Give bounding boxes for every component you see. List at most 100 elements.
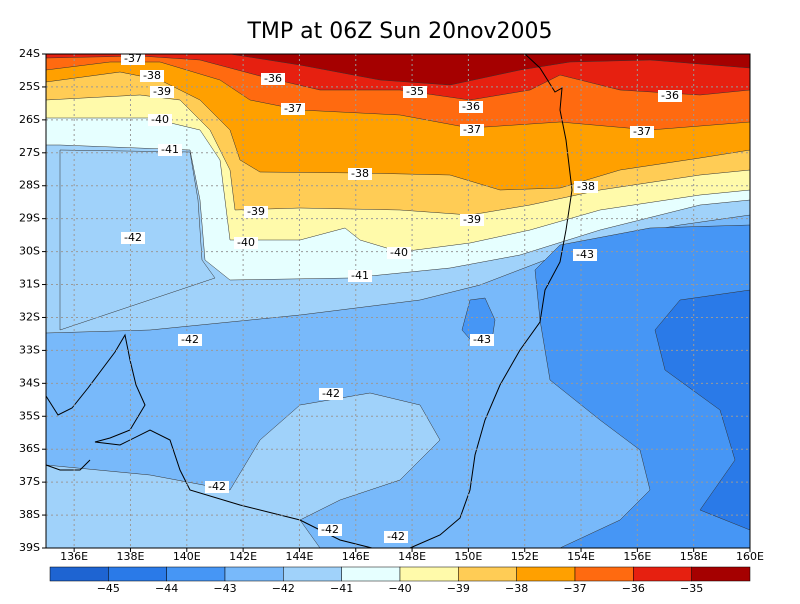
colorbar-box — [458, 566, 517, 582]
colorbar-label: −38 — [505, 582, 528, 595]
contour-label: -39 — [153, 85, 171, 98]
contour-label-bg — [319, 388, 343, 400]
y-tick-label: 24S — [19, 47, 40, 60]
contour-label: -43 — [576, 248, 594, 261]
colorbar-box — [633, 566, 692, 582]
colorbar-box — [516, 566, 576, 582]
colorbar-box — [691, 566, 751, 582]
contour-label: -37 — [463, 123, 481, 136]
contour-label: -43 — [473, 333, 491, 346]
contour-label-bg — [384, 531, 408, 543]
x-tick-label: 160E — [736, 550, 764, 563]
contour-label: -36 — [264, 72, 282, 85]
colorbar-label: −35 — [680, 582, 703, 595]
contour-label: -36 — [661, 89, 679, 102]
contour-label-bg — [348, 168, 372, 180]
colorbar-box — [108, 566, 167, 582]
contour-label-bg — [148, 114, 172, 126]
x-tick-label: 146E — [342, 550, 370, 563]
contour-label: -35 — [406, 85, 424, 98]
colorbar-box — [341, 566, 401, 582]
contour-label-bg — [630, 126, 654, 138]
contour-label: -37 — [124, 52, 142, 65]
colorbar-label: −41 — [330, 582, 353, 595]
colorbar-box — [574, 566, 634, 582]
contour-label-bg — [121, 232, 145, 244]
y-tick-label: 28S — [19, 179, 40, 192]
contour-label-bg — [460, 124, 484, 136]
contour-label: -42 — [387, 530, 405, 543]
contour-label: -40 — [151, 113, 169, 126]
contour-label-bg — [658, 90, 682, 102]
contour-label-bg — [470, 334, 494, 346]
contour-label-bg — [121, 53, 145, 65]
x-tick-label: 136E — [60, 550, 88, 563]
contour-label: -38 — [143, 69, 161, 82]
contour-label-bg — [234, 237, 258, 249]
x-tick-label: 158E — [680, 550, 708, 563]
contour-label-bg — [205, 481, 229, 493]
contour-label: -42 — [322, 387, 340, 400]
contour-label-bg — [348, 270, 372, 282]
coastline — [45, 53, 573, 549]
x-tick-label: 152E — [511, 550, 539, 563]
y-tick-label: 31S — [19, 278, 40, 291]
contour-label: -42 — [208, 480, 226, 493]
colorbar-box — [166, 566, 226, 582]
contour-label-bg — [140, 70, 164, 82]
coastline — [45, 333, 373, 549]
colorbar-label: −43 — [213, 582, 236, 595]
x-tick-label: 148E — [398, 550, 426, 563]
contour-label-bg — [460, 214, 484, 226]
contour-label-bg — [403, 86, 427, 98]
colorbar: −45 −44 −43 −42 −41 −40 −39 −38 −37 −36 −35 — [49, 566, 751, 595]
y-tick-label: 33S — [19, 343, 40, 356]
y-tick-label: 39S — [19, 541, 40, 554]
y-tick-label: 36S — [19, 442, 40, 455]
y-tick-label: 25S — [19, 80, 40, 93]
contour-label-bg — [261, 73, 285, 85]
contour-label-bg — [150, 86, 174, 98]
contour-label: -39 — [463, 213, 481, 226]
axes: 136E 138E 140E 142E 144E 146E 148E 150E 152E 154E… — [19, 47, 764, 563]
contour-label-bg — [459, 101, 483, 113]
x-tick-label: 154E — [567, 550, 595, 563]
contour-label-bg — [574, 181, 598, 193]
coastline — [45, 459, 91, 471]
colorbar-label: −42 — [272, 582, 295, 595]
chart-title: TMP at 06Z Sun 20nov2005 — [246, 19, 552, 44]
y-tick-label: 32S — [19, 310, 40, 323]
contour-label: -39 — [247, 205, 265, 218]
colorbar-label: −39 — [447, 582, 470, 595]
contour-label: -37 — [633, 125, 651, 138]
y-tick-label: 26S — [19, 113, 40, 126]
colorbar-label: −37 — [563, 582, 586, 595]
contour-labels: -37-38-39-36-35-36-37-40-41-37-36-37-38-… — [121, 52, 682, 543]
y-tick-label: 34S — [19, 376, 40, 389]
y-tick-label: 27S — [19, 146, 40, 159]
contour-label: -42 — [124, 231, 142, 244]
contour-label: -42 — [321, 523, 339, 536]
y-tick-label: 35S — [19, 409, 40, 422]
contour-label: -41 — [351, 269, 369, 282]
colorbar-label: −45 — [97, 582, 120, 595]
contour-label-bg — [158, 144, 182, 156]
contour-label: -36 — [462, 100, 480, 113]
contour-label: -40 — [390, 246, 408, 259]
contour-label-bg — [318, 524, 342, 536]
y-tick-label: 30S — [19, 245, 40, 258]
x-tick-label: 150E — [454, 550, 482, 563]
contour-label-bg — [244, 206, 268, 218]
y-tick-label: 29S — [19, 212, 40, 225]
x-tick-label: 142E — [229, 550, 257, 563]
x-tick-label: 156E — [623, 550, 651, 563]
colorbar-box — [399, 566, 459, 582]
contour-label-bg — [573, 249, 597, 261]
contour-label-bg — [387, 247, 411, 259]
x-tick-label: 144E — [285, 550, 313, 563]
y-tick-label: 37S — [19, 475, 40, 488]
colorbar-label: −44 — [155, 582, 178, 595]
contour-label-bg — [281, 103, 305, 115]
contour-label: -40 — [237, 236, 255, 249]
